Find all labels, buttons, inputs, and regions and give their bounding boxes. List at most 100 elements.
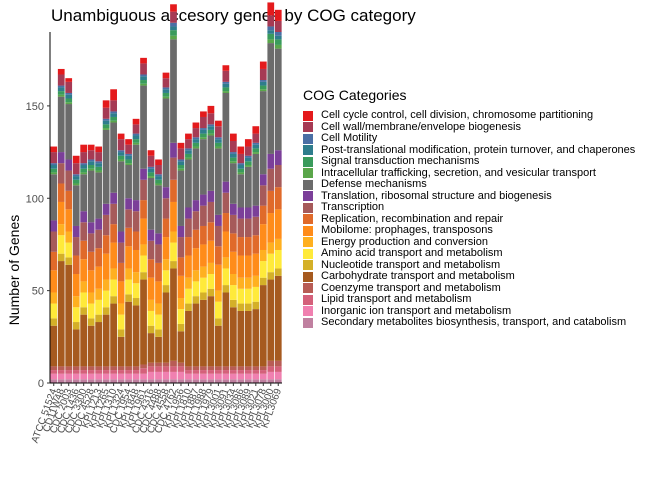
legend-label: Translation, ribosomal structure and bio…	[321, 189, 552, 202]
bar-segment	[207, 105, 215, 114]
legend-swatch	[303, 271, 313, 282]
bar-segment	[192, 248, 200, 271]
bar-segment	[237, 218, 245, 238]
bar-segment	[259, 81, 267, 86]
bar-segment	[80, 292, 88, 308]
bar-segment	[267, 366, 275, 372]
bar-segment	[125, 227, 132, 247]
bar-segment	[244, 165, 252, 167]
bar-segment	[87, 165, 95, 169]
bar-segment	[110, 370, 117, 374]
bar-segment	[95, 370, 103, 374]
bar-segment	[155, 165, 162, 175]
bar-segment	[185, 255, 192, 278]
bar-segment	[110, 111, 117, 114]
bar-segment	[72, 183, 80, 186]
bar-segment	[117, 139, 125, 151]
bar-segment	[229, 203, 237, 215]
bar-segment	[192, 281, 200, 297]
bar-segment	[267, 242, 275, 254]
bar-segment	[147, 150, 155, 156]
bar-segment	[110, 242, 117, 269]
bar-segment	[267, 190, 275, 214]
bar-segment	[102, 370, 110, 374]
bar-segment	[140, 255, 147, 273]
bar-segment	[200, 379, 207, 383]
bar-segment	[170, 22, 177, 27]
legend-swatch	[303, 248, 313, 259]
bar-segment	[87, 159, 95, 162]
bar-segment	[162, 218, 170, 238]
bar-segment	[162, 92, 170, 97]
bar-segment	[80, 240, 88, 260]
bar-segment	[274, 32, 282, 36]
bar-segment	[117, 373, 125, 380]
bar-segment	[57, 163, 65, 184]
bar-segment	[177, 275, 185, 299]
bar-segment	[125, 366, 132, 371]
bar-segment	[162, 187, 170, 199]
bar-segment	[102, 253, 110, 280]
bar-segment	[192, 122, 200, 129]
bar-segment	[274, 20, 282, 32]
bar-segment	[192, 303, 200, 367]
bar-segment	[140, 364, 147, 369]
bar-segment	[117, 366, 125, 371]
bar-segment	[162, 292, 170, 363]
bar-segment	[222, 370, 230, 374]
bar-segment	[65, 379, 73, 383]
bar-segment	[50, 373, 58, 380]
bar-segment	[102, 214, 110, 236]
legend-item: Cell Motility	[303, 132, 635, 145]
bar-segment	[72, 179, 80, 184]
bar-segment	[170, 379, 177, 383]
bar-segment	[274, 187, 282, 210]
bar-segment	[170, 157, 177, 180]
bar-segment	[192, 373, 200, 380]
bar-segment	[252, 370, 260, 374]
bar-segment	[192, 148, 200, 201]
bar-segment	[237, 237, 245, 256]
bar-segment	[207, 190, 215, 202]
bar-segment	[87, 318, 95, 326]
bar-segment	[117, 242, 125, 263]
bar-segment	[110, 224, 117, 243]
bar-segment	[215, 139, 222, 143]
bar-segment	[259, 366, 267, 371]
bar-segment	[259, 205, 267, 225]
bar-segment	[132, 249, 140, 273]
bar-segment	[200, 299, 207, 367]
legend-item: Mobilome: prophages, transposons	[303, 224, 635, 237]
bar-segment	[50, 152, 58, 164]
bar-segment	[95, 266, 103, 289]
bar-segment	[155, 233, 162, 245]
bar-segment	[244, 166, 252, 208]
bar-segment	[170, 242, 177, 262]
bar-segment	[229, 161, 237, 164]
bar-segment	[274, 39, 282, 45]
bar-segment	[72, 366, 80, 371]
bar-segment	[87, 233, 95, 252]
legend-label: Cell cycle control, cell division, chrom…	[321, 109, 594, 121]
bar-segment	[177, 159, 185, 162]
bar-segment	[65, 264, 73, 367]
bar-segment	[192, 370, 200, 374]
bar-segment	[267, 30, 275, 34]
bar-segment	[170, 35, 177, 40]
bar-segment	[147, 371, 155, 380]
legend-swatch	[303, 260, 313, 271]
bar-segment	[237, 379, 245, 383]
bar-segment	[229, 370, 237, 374]
bar-segment	[57, 261, 65, 367]
bar-segment	[147, 155, 155, 167]
bar-segment	[200, 137, 207, 140]
bar-segment	[207, 129, 215, 134]
bar-segment	[87, 270, 95, 293]
bar-segment	[132, 283, 140, 299]
bar-segment	[207, 222, 215, 241]
bars-group	[50, 2, 282, 383]
legend-item: Defense mechanisms	[303, 178, 635, 191]
bar-segment	[72, 255, 80, 274]
bar-segment	[72, 274, 80, 297]
bar-segment	[117, 303, 125, 315]
